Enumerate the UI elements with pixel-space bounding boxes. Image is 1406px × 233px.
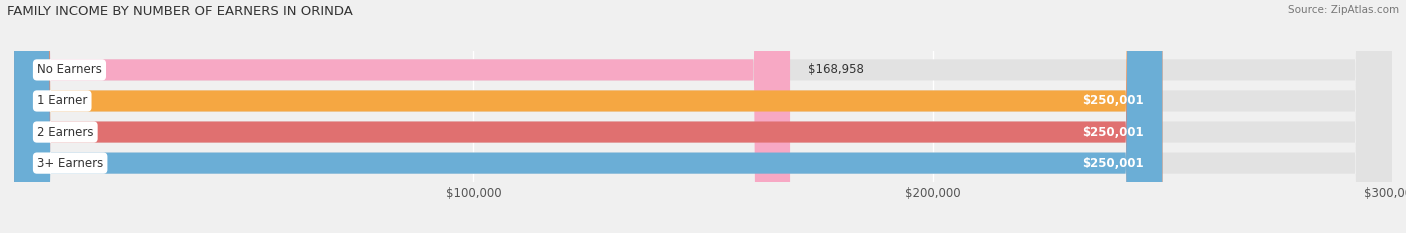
Text: 3+ Earners: 3+ Earners xyxy=(37,157,103,170)
FancyBboxPatch shape xyxy=(14,0,1392,233)
FancyBboxPatch shape xyxy=(14,0,1392,233)
Text: $250,001: $250,001 xyxy=(1083,157,1144,170)
FancyBboxPatch shape xyxy=(14,0,1392,233)
Text: 1 Earner: 1 Earner xyxy=(37,94,87,107)
Text: $250,001: $250,001 xyxy=(1083,126,1144,139)
FancyBboxPatch shape xyxy=(14,0,1392,233)
Text: $168,958: $168,958 xyxy=(808,63,865,76)
FancyBboxPatch shape xyxy=(14,0,790,233)
Text: No Earners: No Earners xyxy=(37,63,101,76)
Text: 2 Earners: 2 Earners xyxy=(37,126,94,139)
Text: Source: ZipAtlas.com: Source: ZipAtlas.com xyxy=(1288,5,1399,15)
Text: FAMILY INCOME BY NUMBER OF EARNERS IN ORINDA: FAMILY INCOME BY NUMBER OF EARNERS IN OR… xyxy=(7,5,353,18)
FancyBboxPatch shape xyxy=(14,0,1163,233)
Text: $250,001: $250,001 xyxy=(1083,94,1144,107)
FancyBboxPatch shape xyxy=(14,0,1163,233)
FancyBboxPatch shape xyxy=(14,0,1163,233)
